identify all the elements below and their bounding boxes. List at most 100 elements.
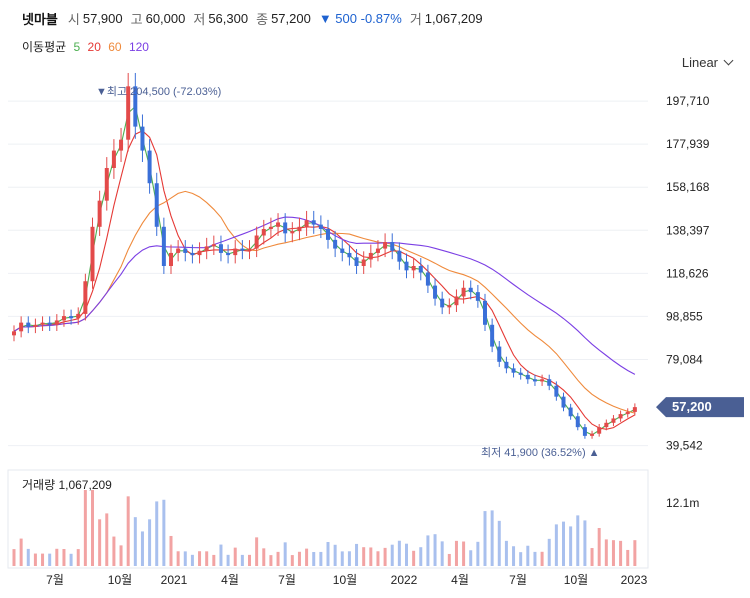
candle-body: [268, 226, 273, 229]
y-tick-label: 39,542: [666, 439, 703, 453]
candle-body: [69, 316, 74, 319]
candle-body: [218, 244, 223, 253]
candle-body: [504, 361, 509, 369]
candle-body: [90, 226, 95, 282]
candle-body: [54, 320, 59, 325]
candle-body: [147, 150, 152, 184]
volume-bar: [547, 538, 551, 566]
volume-bar: [454, 540, 458, 566]
volume-bar: [183, 551, 187, 566]
candle-body: [197, 250, 202, 256]
high-value: 60,000: [145, 10, 186, 26]
x-tick-label: 4월: [221, 573, 239, 587]
y-tick-label: 118,626: [666, 266, 709, 280]
moving-average-lines: [13, 105, 636, 436]
volume-bar: [597, 528, 601, 566]
volume-bar: [440, 541, 444, 566]
candle-body: [611, 418, 616, 423]
volume-bar: [383, 547, 387, 566]
candle-body: [154, 183, 159, 227]
candle-body: [140, 126, 145, 151]
candle-body: [418, 266, 423, 273]
volume-bar: [305, 548, 309, 566]
candle-body: [383, 242, 388, 249]
candle-body: [433, 285, 438, 299]
volume-bar: [255, 537, 259, 566]
volume-bar: [526, 545, 530, 566]
candle-body: [440, 298, 445, 308]
volume-bar: [405, 543, 408, 566]
volume-bar: [376, 551, 380, 566]
volume-bar: [419, 547, 423, 566]
candle-body: [211, 244, 216, 247]
volume-bar: [55, 548, 59, 566]
price-header: 넷마블 시 57,900 고 60,000 저 56,300 종 57,200 …: [22, 8, 491, 28]
volume-bar: [583, 520, 587, 566]
candle-body: [104, 168, 109, 201]
volume-bar: [569, 526, 573, 566]
volume-bar: [198, 551, 202, 566]
candle-body: [540, 379, 545, 382]
candle-body: [26, 322, 31, 327]
scale-dropdown-button[interactable]: Linear: [681, 55, 734, 70]
candle-body: [111, 150, 116, 168]
candle-body: [276, 222, 281, 227]
volume-bar: [540, 551, 544, 566]
low-label: 저: [193, 11, 206, 27]
moving-average-legend[interactable]: 이동평균 5 20 60 120: [22, 38, 153, 55]
high-label: 고: [130, 11, 143, 27]
candle-body: [490, 324, 495, 347]
volume-bar: [133, 517, 137, 566]
candle-body: [33, 324, 38, 327]
volume-bar: [483, 511, 487, 566]
candle-body: [261, 228, 266, 236]
candle-body: [575, 416, 580, 428]
volume-bar: [76, 549, 80, 566]
candle-body: [354, 257, 359, 266]
x-tick-label: 2023: [621, 573, 648, 587]
scale-label: Linear: [681, 55, 718, 70]
x-tick-label: 10월: [108, 573, 132, 587]
volume-bar: [362, 547, 366, 566]
candle-body: [47, 322, 52, 325]
volume-axis-tick: 12.1m: [666, 496, 699, 510]
y-tick-label: 138,397: [666, 223, 710, 237]
volume-bar: [19, 538, 23, 566]
volume-bar: [504, 540, 508, 566]
volume-bar: [276, 551, 280, 566]
volume-bar: [290, 555, 294, 566]
candle-body: [304, 220, 309, 227]
volume-bar: [248, 554, 251, 566]
candle-body: [447, 305, 452, 308]
candle-body: [554, 385, 559, 397]
volume-bar: [91, 490, 94, 566]
candle-body: [582, 427, 587, 436]
candle-body: [568, 407, 573, 417]
ma-line-5: [13, 105, 636, 436]
candle-body: [240, 248, 245, 251]
volume-bar: [140, 531, 144, 566]
max-price-annotation: ▼최고 204,500 (-72.03%): [96, 85, 221, 98]
price-grid: [8, 100, 648, 447]
volume-bar: [490, 510, 494, 566]
candle-body: [40, 322, 45, 325]
ma-120-label: 120: [128, 40, 149, 54]
min-price-annotation: 최저 41,900 (36.52%) ▲: [481, 446, 600, 459]
volume-bar: [397, 540, 401, 566]
volume-bar: [262, 548, 266, 566]
volume-bar: [433, 534, 437, 566]
ma-5-label: 5: [73, 40, 81, 54]
volume-panel-label: 거래량 1,067,209: [22, 478, 112, 492]
volume-label: 거: [409, 11, 422, 27]
candle-body: [204, 246, 209, 251]
volume-bar: [633, 540, 637, 566]
candle-body: [76, 313, 81, 319]
volume-bar: [319, 551, 323, 566]
x-tick-label: 4월: [451, 573, 469, 587]
volume-bar: [412, 550, 416, 566]
volume-bar: [212, 554, 216, 566]
candle-body: [133, 86, 138, 127]
price-change: ▼ 500 -0.87%: [318, 10, 402, 26]
volume-bar: [126, 496, 130, 566]
